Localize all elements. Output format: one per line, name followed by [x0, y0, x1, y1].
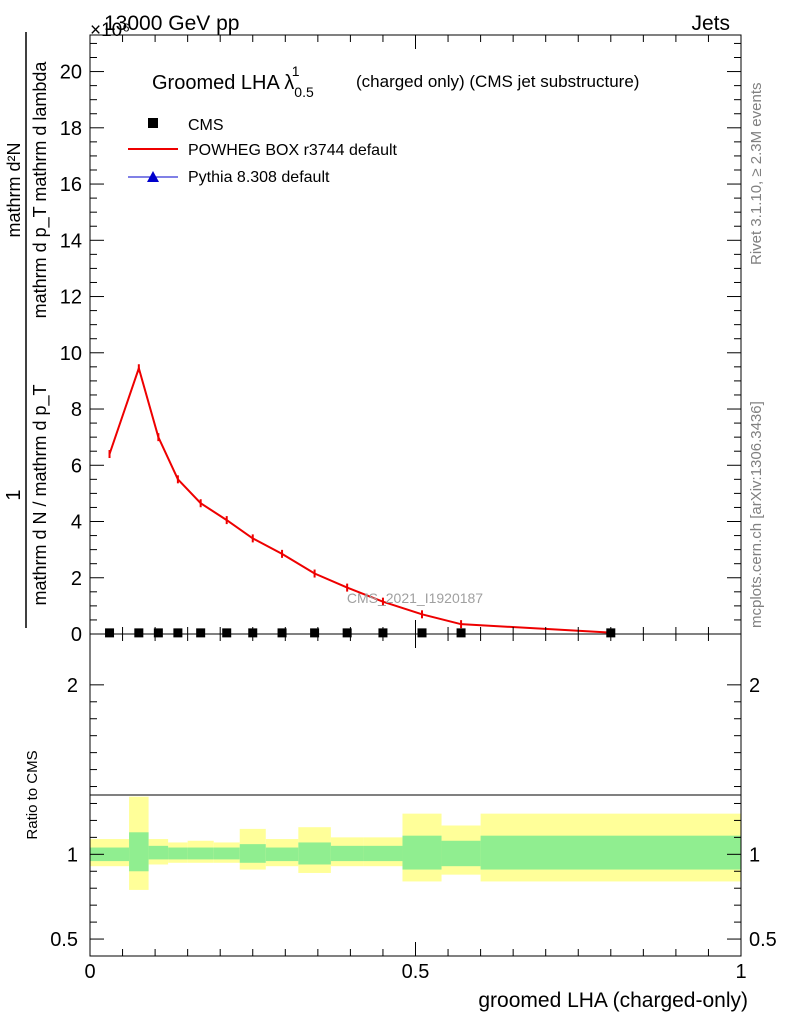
rivet-label: Rivet 3.1.10, ≥ 2.3M events — [748, 83, 765, 266]
ratio-stat-uncertainty-band — [402, 835, 442, 870]
ratio-stat-uncertainty-band — [480, 835, 741, 870]
ratio-y-tick-label: 2 — [67, 675, 78, 697]
chart-title-suffix: (charged only) (CMS jet substructure) — [356, 72, 639, 91]
legend-label-cms: CMS — [188, 117, 224, 134]
powheg-series-line — [108, 364, 611, 634]
ratio-stat-uncertainty-band — [239, 844, 266, 863]
main-y-axis: 0 2 4 6 8 10 12 14 16 18 20 — [60, 42, 741, 646]
main-x-ticks — [89, 35, 742, 634]
ratio-stat-uncertainty-band — [330, 845, 364, 862]
y-multiplier: ×10⁶ — [90, 20, 130, 41]
ratio-y-axis: 0.5 0.5 1 1 2 2 — [50, 675, 777, 951]
ratio-y-tick-label-right: 1 — [749, 844, 760, 866]
main-plot-panel: 0 2 4 6 8 10 12 14 16 18 20 CMS_2021_I1920187 Groo… — [3, 32, 742, 646]
main-y-tick-label: 8 — [71, 399, 82, 421]
energy-label: 13000 GeV pp — [104, 12, 239, 35]
cms-data-point — [277, 628, 287, 638]
ratio-y-tick-label: 0.5 — [50, 929, 78, 951]
ratio-stat-uncertainty-band — [213, 847, 240, 860]
ratio-stat-uncertainty-band — [129, 832, 149, 872]
main-y-tick-label: 6 — [71, 455, 82, 477]
main-y-tick-label: 4 — [71, 512, 82, 534]
ratio-stat-uncertainty-band — [90, 847, 130, 862]
ratio-plot-panel: 0.5 0.51 12 2 0 0.5 1 Ratio to CMS groomed LH… — [24, 633, 777, 1012]
legend-label-pythia: Pythia 8.308 default — [188, 169, 330, 186]
main-y-tick-label: 0 — [71, 624, 82, 646]
cms-data-point — [222, 628, 232, 638]
chart-title-sub: 0.5 — [294, 84, 314, 100]
y-label-numerator: 1 — [3, 489, 25, 500]
cms-data-point — [134, 628, 144, 638]
legend-entry-cms: CMS — [148, 117, 224, 134]
ratio-stat-uncertainty-band — [298, 842, 331, 865]
ratio-x-tick-label: 0 — [84, 961, 95, 983]
ratio-y-tick-label: 1 — [67, 844, 78, 866]
process-label: Jets — [691, 12, 730, 35]
ratio-stat-uncertainty-band — [441, 840, 481, 867]
chart-title-main: Groomed LHA λ — [152, 72, 294, 94]
legend-entry-pythia: Pythia 8.308 default — [128, 169, 330, 186]
y-label-denominator: mathrm d N / mathrm d p_T — [30, 384, 51, 605]
y-label-frac-top: mathrm d²N — [4, 142, 24, 237]
legend-square-icon — [148, 118, 158, 128]
main-y-tick-label: 18 — [60, 118, 82, 140]
chart-title-sup: 1 — [292, 63, 300, 79]
cms-data-point — [417, 628, 427, 638]
ratio-stat-uncertainty-band — [168, 847, 188, 860]
cms-data-point — [173, 628, 183, 638]
main-y-label: 1 mathrm d N / mathrm d p_T mathrm d²N m… — [3, 32, 51, 628]
cms-data-point — [310, 628, 320, 638]
ratio-stat-uncertainty-band — [148, 845, 169, 860]
cms-data-point — [153, 628, 163, 638]
main-y-tick-label: 12 — [60, 287, 82, 309]
ratio-stat-uncertainty-band — [187, 847, 214, 860]
ratio-x-tick-label: 1 — [735, 961, 746, 983]
mcplots-label: mcplots.cern.ch [arXiv:1306.3436] — [748, 401, 765, 628]
main-y-tick-label: 14 — [60, 230, 82, 252]
cms-data-point — [196, 628, 206, 638]
legend: CMS POWHEG BOX r3744 default Pythia 8.30… — [128, 117, 398, 186]
watermark: CMS_2021_I1920187 — [347, 590, 483, 606]
ratio-stat-uncertainty-band — [363, 845, 403, 862]
main-y-tick-label: 10 — [60, 343, 82, 365]
legend-triangle-icon — [147, 171, 159, 182]
y-label-frac-bottom: mathrm d p_T mathrm d lambda — [30, 61, 51, 319]
main-y-tick-label: 16 — [60, 174, 82, 196]
x-axis-label: groomed LHA (charged-only) — [478, 989, 748, 1012]
ratio-stat-uncertainty-band — [265, 847, 299, 862]
ratio-x-tick-label: 0.5 — [402, 961, 430, 983]
main-y-tick-label: 2 — [71, 568, 82, 590]
cms-data-point — [105, 628, 115, 638]
legend-entry-powheg: POWHEG BOX r3744 default — [128, 142, 398, 159]
ratio-y-label: Ratio to CMS — [24, 750, 41, 839]
ratio-bands — [90, 796, 741, 890]
ratio-x-axis: 0 0.5 1 — [84, 634, 747, 983]
ratio-y-tick-label-right: 2 — [749, 675, 760, 697]
cms-data-point — [456, 628, 466, 638]
cms-data-point — [342, 628, 352, 638]
legend-label-powheg: POWHEG BOX r3744 default — [188, 142, 398, 159]
main-y-tick-label: 20 — [60, 62, 82, 84]
ratio-y-tick-label-right: 0.5 — [749, 929, 777, 951]
chart-title: Groomed LHA λ0.5 1 — [152, 63, 314, 100]
